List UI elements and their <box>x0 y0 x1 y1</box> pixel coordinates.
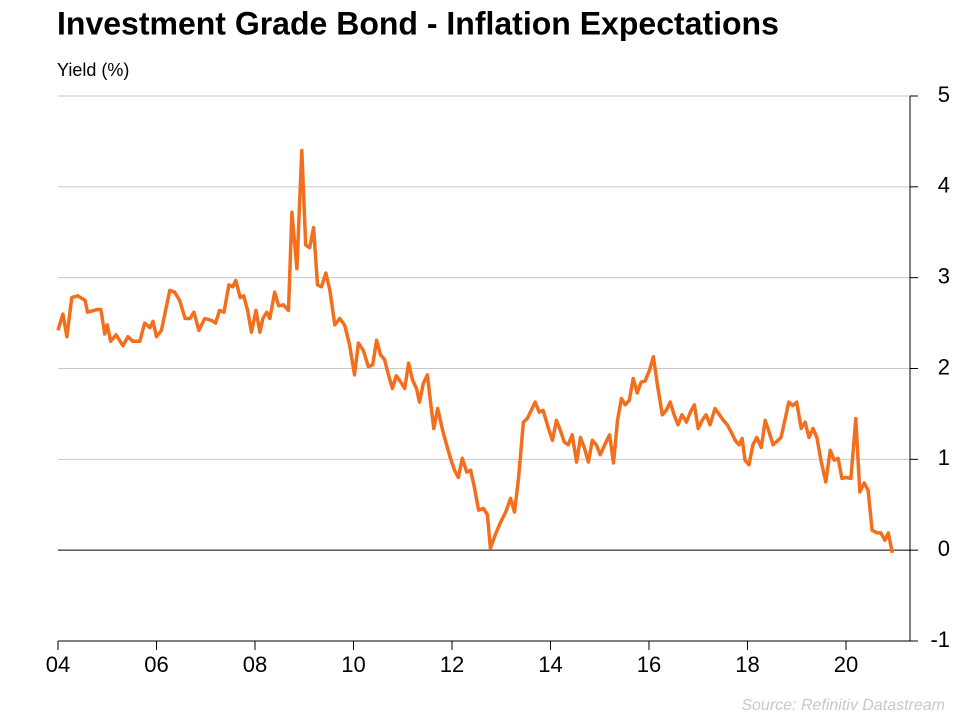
x-tick-label: 08 <box>243 652 267 677</box>
y-tick-label: 3 <box>938 263 950 288</box>
chart-title: Investment Grade Bond - Inflation Expect… <box>57 5 779 41</box>
x-tick-label: 10 <box>341 652 365 677</box>
y-tick-label: 0 <box>938 536 950 561</box>
y-tick-label: 1 <box>938 445 950 470</box>
series-line <box>56 148 895 554</box>
x-tick-label: 12 <box>440 652 464 677</box>
y-axis-label: Yield (%) <box>57 60 129 80</box>
x-tick-label: 06 <box>144 652 168 677</box>
x-tick-label: 04 <box>46 652 70 677</box>
y-tick-label: 4 <box>938 173 950 198</box>
x-tick-label: 16 <box>637 652 661 677</box>
x-tick-label: 14 <box>538 652 562 677</box>
y-tick-label: -1 <box>930 627 950 652</box>
y-tick-label: 5 <box>938 82 950 107</box>
x-tick-label: 18 <box>735 652 759 677</box>
y-tick-label: 2 <box>938 354 950 379</box>
x-tick-label: 20 <box>834 652 858 677</box>
source: Source: Refinitiv Datastream <box>741 697 945 714</box>
